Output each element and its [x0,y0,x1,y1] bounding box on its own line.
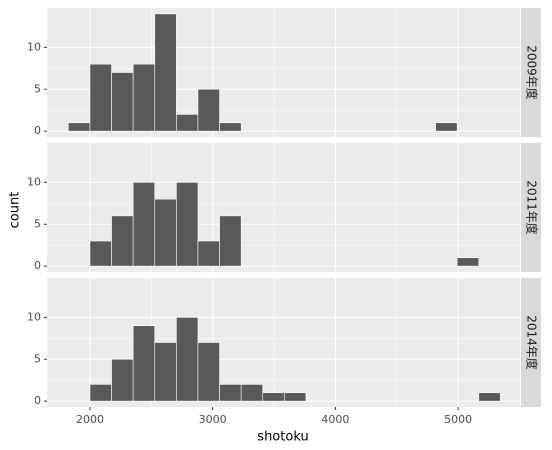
y-tick-label: 5 [34,82,41,95]
facet-label: 2014年度 [525,315,540,370]
y-tick-label: 10 [27,175,41,188]
bar [456,257,480,267]
bar [176,317,199,402]
y-tick-label: 10 [27,40,41,53]
bar [197,342,220,402]
bar [132,182,156,267]
y-axis-title: count [8,192,23,229]
bar [262,392,285,402]
bar [154,13,177,132]
bar [240,384,264,402]
facet-strip [521,143,541,272]
y-tick-label: 0 [34,394,41,407]
bar [132,325,156,402]
bar [111,72,134,132]
bar [89,63,112,132]
y-tick-label: 5 [34,352,41,365]
x-tick-label: 4000 [321,413,349,426]
bar [89,384,112,402]
bar [478,392,501,402]
bar [219,215,242,267]
y-tick-label: 5 [34,217,41,230]
bar [219,122,242,132]
y-tick-label: 0 [34,124,41,137]
bar [197,88,220,132]
bar [435,122,458,132]
x-axis-title: shotoku [257,430,308,445]
y-tick-label: 0 [34,259,41,272]
bar [154,198,177,267]
bar [89,240,112,267]
bar [111,358,134,402]
x-tick-label: 3000 [199,413,227,426]
bar [219,384,242,402]
bar [132,63,156,132]
y-tick-label: 10 [27,310,41,323]
bar [176,114,199,132]
bar [197,240,220,267]
facet-label: 2009年度 [525,45,540,100]
bar [284,392,307,402]
x-tick-label: 2000 [76,413,104,426]
x-tick-label: 5000 [444,413,472,426]
facet-strip [521,278,541,407]
bar [176,182,199,267]
bar [111,215,134,267]
facet-label: 2011年度 [525,180,540,235]
bar [154,342,177,402]
bar [68,122,91,132]
facet-strip [521,8,541,137]
